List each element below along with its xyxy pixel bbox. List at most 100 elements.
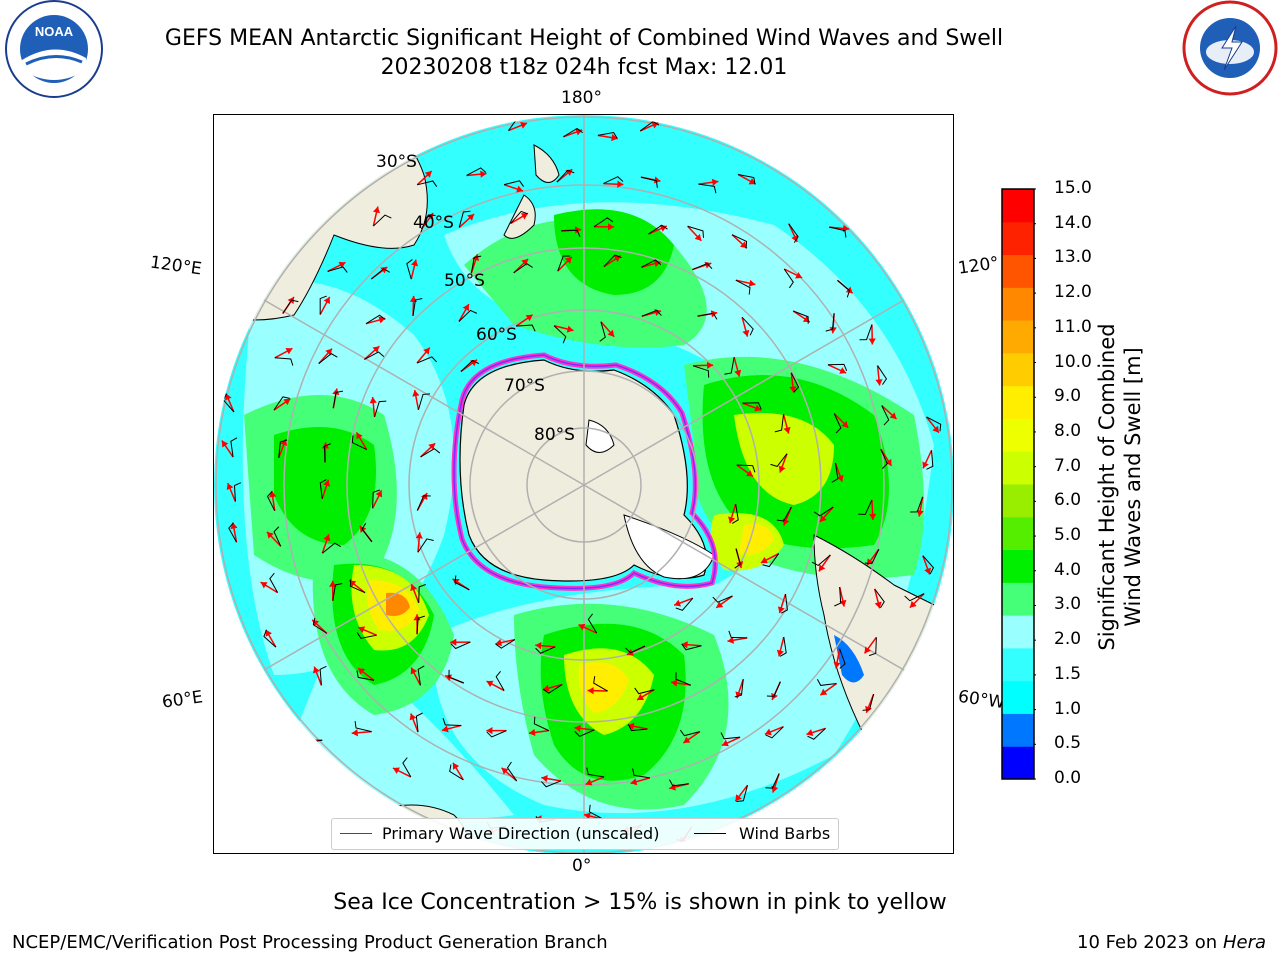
wind-barb (587, 613, 598, 634)
wind-barb (926, 450, 934, 470)
wind-barb (881, 405, 890, 426)
colorbar-segment (1002, 713, 1034, 747)
wind-barb (412, 298, 423, 316)
wave-arrow-head (356, 432, 363, 440)
wind-barb (793, 310, 809, 324)
lon-label-60w: 60°W (956, 686, 1007, 714)
wave-arrow-head (777, 606, 785, 614)
colorbar-tick-label: 0.0 (1054, 768, 1082, 788)
colorbar-label-line2: Wind Waves and Swell [m] (1121, 347, 1145, 627)
wave-arrow-head (584, 812, 591, 820)
wave-arrow-head (829, 327, 837, 334)
wind-barb (728, 630, 748, 639)
wind-barb (829, 226, 847, 238)
wind-barb (448, 669, 464, 684)
wind-barb (837, 279, 851, 298)
colorbar-tick-label: 8.0 (1054, 420, 1082, 441)
wind-barb (770, 453, 788, 467)
wind-barb (588, 804, 604, 820)
wind-barb (813, 506, 834, 517)
wind-barb (365, 314, 386, 325)
wind-barb (731, 503, 739, 524)
colorbar-tick-label: 12.0 (1054, 282, 1092, 303)
colorbar-segment (1002, 647, 1034, 682)
wind-barb (834, 587, 842, 607)
wave-arrow-head (783, 426, 791, 434)
wave-arrow-head (424, 171, 432, 178)
wind-barb (641, 309, 662, 317)
wave-arrow-head (285, 348, 293, 355)
colorbar-tick-label: 3.0 (1054, 594, 1082, 615)
wave-arrow-head (885, 458, 892, 466)
wind-barb (627, 724, 648, 732)
wind-barb (402, 757, 412, 778)
wind-barb (486, 730, 507, 738)
sea-ice-note: Sea Ice Concentration > 15% is shown in … (333, 890, 947, 915)
wave-arrow-head (445, 674, 453, 682)
wind-barb (458, 309, 478, 322)
wave-arrow-head (226, 483, 234, 491)
wave-arrow-head (520, 121, 528, 129)
lon-label-0: 0° (572, 856, 592, 876)
wave-arrow-head (771, 692, 778, 700)
wind-barb (516, 324, 536, 332)
wind-barb (417, 393, 431, 410)
wind-barb (831, 462, 839, 483)
wind-barb (322, 542, 342, 554)
lon-label-180: 180° (561, 88, 602, 108)
wave-arrow-head (869, 513, 877, 520)
colorbar-segment (1002, 549, 1034, 583)
wind-barb (364, 351, 385, 360)
wind-barb (458, 210, 471, 228)
wave-arrow-head (313, 666, 320, 674)
wind-barb (319, 665, 327, 686)
colorbar-tick-label: 14.0 (1054, 212, 1092, 233)
wind-barb (692, 365, 710, 378)
wave-arrow-head (525, 314, 533, 322)
colorbar-segment (1002, 189, 1034, 223)
wave-arrow-head (410, 584, 418, 592)
wind-barb (278, 439, 288, 458)
wind-barb (323, 443, 331, 463)
wave-arrow-head (630, 778, 638, 786)
wave-arrow-head (778, 465, 786, 473)
wind-barb (574, 729, 595, 737)
wave-arrow-head (369, 397, 377, 404)
wind-barb (679, 729, 701, 737)
wind-barb (640, 176, 658, 188)
wind-barb (450, 641, 471, 650)
wind-barb (790, 372, 800, 393)
legend-barb-label: Wind Barbs (739, 824, 831, 843)
wind-barb (373, 214, 392, 227)
wave-arrow-head (415, 532, 423, 539)
wind-barb (874, 588, 885, 609)
wind-barb (687, 225, 704, 238)
wind-barb (370, 268, 391, 280)
lat-label-70s: 70°S (504, 376, 545, 396)
wind-barb (332, 583, 343, 601)
wind-barb (533, 716, 550, 732)
wave-arrow-head (351, 729, 358, 737)
wave-arrow-head (748, 178, 756, 185)
wind-barb (742, 402, 762, 410)
wave-arrow-head (565, 256, 572, 264)
wave-arrow-head (683, 736, 691, 743)
wind-barb (698, 183, 717, 194)
wave-arrow-head (421, 493, 428, 501)
wind-barb (556, 169, 575, 183)
wave-arrow-head (864, 646, 871, 654)
wind-barb (418, 584, 426, 603)
wave-arrow-head (578, 623, 586, 631)
wave-arrow-head (332, 388, 340, 396)
wind-barb (535, 646, 556, 654)
wind-barb (603, 176, 624, 185)
wave-arrow-head (909, 600, 917, 608)
wave-arrow-head (748, 279, 756, 287)
colorbar-tick-label: 0.5 (1054, 733, 1082, 754)
wind-barb (416, 495, 431, 511)
colorbar-segment (1002, 484, 1034, 518)
colorbar-label-line1: Significant Height of Combined (1095, 323, 1119, 651)
wave-arrow-head (541, 775, 548, 783)
wind-barb (586, 767, 605, 778)
wind-barb (332, 390, 344, 409)
